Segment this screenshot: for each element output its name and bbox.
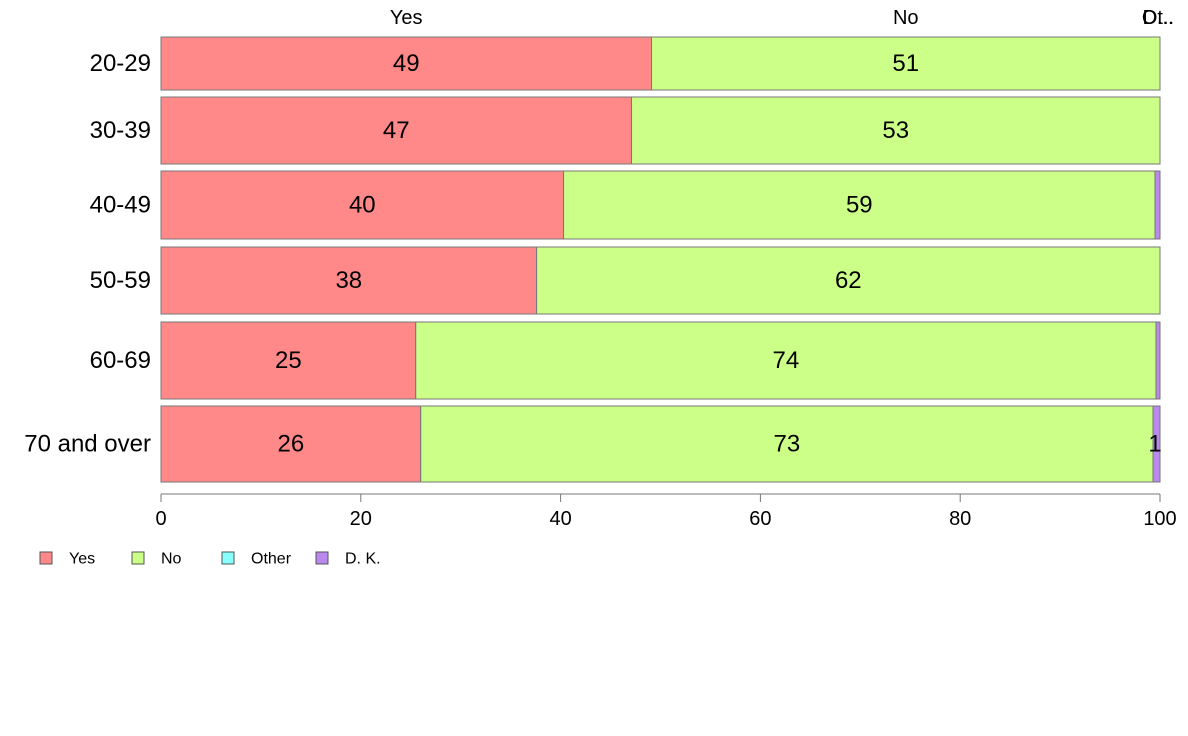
bar-yes-60-69: [160, 321, 417, 400]
legend-label-no: No: [161, 551, 182, 568]
legend-swatch-d-k: [315, 551, 329, 565]
legend-item-no: No: [131, 551, 182, 568]
x-tick-label-80: 80: [949, 508, 971, 530]
legend-swatch-yes: [39, 551, 53, 565]
bar-no-60-69: [415, 321, 1157, 400]
value-label-no-60-69: 74: [773, 347, 800, 374]
bar-yes-20-29: [160, 36, 653, 91]
x-tick-label-60: 60: [749, 508, 771, 530]
x-tick-label-0: 0: [155, 508, 166, 530]
category-label-40-49: 40-49: [90, 192, 151, 219]
value-label-no-40-49: 59: [846, 192, 873, 219]
bar-no-30-39: [631, 96, 1161, 165]
value-label-no-70-and-over: 73: [774, 431, 801, 458]
x-axis: 0 20 40 60 80 100: [155, 493, 1177, 530]
category-label-50-59: 50-59: [90, 267, 151, 294]
value-label-yes-20-29: 49: [393, 50, 420, 77]
category-label-20-29: 20-29: [90, 50, 151, 77]
category-labels-layer: 20-29 30-39 40-49 50-59 60-69 70 and over: [24, 50, 151, 458]
value-label-yes-50-59: 38: [335, 267, 362, 294]
x-tick-label-20: 20: [350, 508, 372, 530]
bar-yes-40-49: [160, 170, 565, 240]
category-label-60-69: 60-69: [90, 347, 151, 374]
bar-no-20-29: [651, 36, 1161, 91]
value-label-no-20-29: 51: [892, 50, 919, 77]
value-label-no-50-59: 62: [835, 267, 862, 294]
value-label-yes-30-39: 47: [383, 117, 410, 144]
value-label-no-30-39: 53: [882, 117, 909, 144]
bars-layer: [160, 36, 1161, 483]
bar-no-40-49: [563, 170, 1156, 240]
legend: Yes No Other D. K.: [39, 551, 381, 568]
bar-d-k-40-49: [1154, 170, 1161, 240]
top-label-d: D...: [1142, 7, 1173, 29]
top-series-labels-layer: Yes No Ot..D...: [390, 7, 1174, 29]
legend-item-yes: Yes: [39, 551, 95, 568]
value-label-yes-60-69: 25: [275, 347, 302, 374]
bar-no-70-and-over: [420, 405, 1154, 483]
bar-yes-50-59: [160, 246, 538, 315]
value-label-yes-40-49: 40: [349, 192, 376, 219]
legend-label-d-k: D. K.: [345, 551, 381, 568]
legend-swatch-other: [221, 551, 235, 565]
bar-no-50-59: [536, 246, 1161, 315]
value-label-d-k-70-and-over: 1: [1148, 431, 1161, 458]
bar-yes-30-39: [160, 96, 633, 165]
category-label-70-and-over: 70 and over: [24, 431, 151, 458]
value-labels-layer: 49 51 47 53 40 59 38 62 25 74 26 73 1: [275, 50, 1162, 458]
top-label-no: No: [893, 7, 919, 29]
bar-d-k-70-and-over: [1152, 405, 1161, 483]
x-tick-label-100: 100: [1143, 508, 1176, 530]
legend-item-other: Other: [221, 551, 292, 568]
category-label-30-39: 30-39: [90, 117, 151, 144]
legend-label-yes: Yes: [69, 551, 95, 568]
top-label-yes: Yes: [390, 7, 423, 29]
top-label-ot: Ot..: [1142, 7, 1174, 29]
bar-d-k-60-69: [1155, 321, 1161, 400]
x-tick-label-40: 40: [549, 508, 571, 530]
legend-item-d-k: D. K.: [315, 551, 381, 568]
value-label-yes-70-and-over: 26: [278, 431, 305, 458]
legend-label-other: Other: [251, 551, 292, 568]
legend-swatch-no: [131, 551, 145, 565]
